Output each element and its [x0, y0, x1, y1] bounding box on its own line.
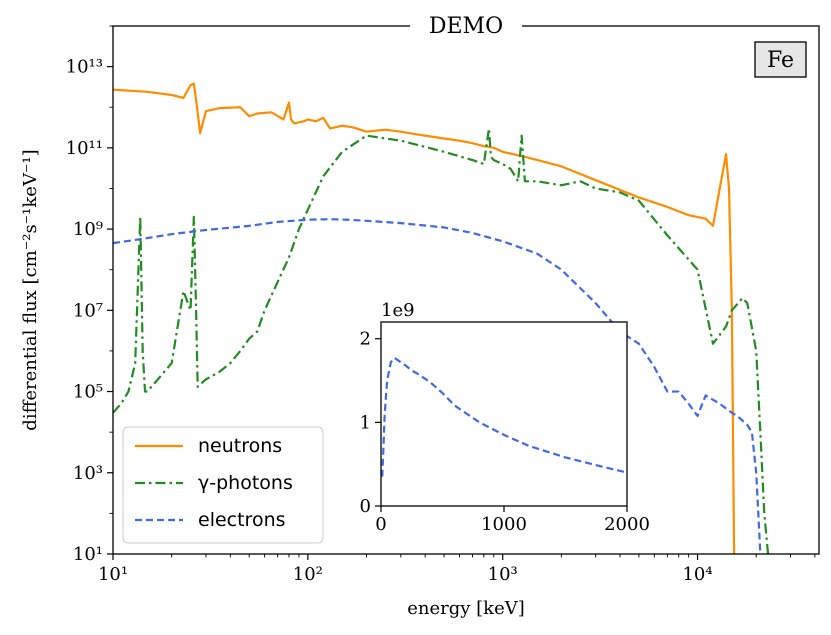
inset-y-tick-label: 0: [360, 496, 371, 517]
legend-box: [122, 426, 324, 544]
y-tick-label: 10⁵: [73, 382, 103, 403]
inset-y-tick-label: 1: [360, 412, 371, 433]
inset-offset-label: 1e9: [381, 300, 415, 321]
inset-series-line-0: [381, 356, 627, 477]
y-tick-label: 10³: [73, 463, 103, 484]
inset-background: [381, 322, 627, 506]
title-background: [410, 14, 522, 38]
main-axes: 10¹ 10² 10³ 10⁴ 10¹ 10³ 10⁵ 10⁷ 10⁹ 10¹¹ 10¹³ DEMO…: [20, 14, 820, 619]
x-tick-label: 10⁴: [682, 564, 712, 585]
inset-y-tick-label: 2: [360, 329, 371, 350]
series-line-2: [113, 218, 762, 554]
element-badge: [754, 41, 807, 78]
element-badge-label: Fe: [767, 48, 794, 73]
x-tick-label: 10¹: [98, 564, 128, 585]
inset-plot-series: [381, 356, 627, 477]
main-plot-series: [113, 82, 770, 554]
series-line-1: [113, 127, 770, 554]
y-tick-label: 10⁷: [73, 300, 103, 321]
legend-label-electrons: electrons: [198, 509, 286, 531]
legend-label-neutrons: neutrons: [198, 435, 282, 457]
legend: neutrons γ-photons electrons: [122, 426, 324, 544]
y-axis-label: differential flux [cm⁻²s⁻¹keV⁻¹]: [20, 149, 41, 430]
x-axis-label: energy [keV]: [407, 598, 525, 619]
y-tick-label: 10⁹: [73, 219, 103, 240]
inset-axes: 0 1000 2000 0 1 2 1e9: [360, 300, 650, 535]
inset-x-tick-label: 2000: [604, 514, 650, 535]
legend-label-photons: γ-photons: [198, 472, 293, 494]
inset-x-tick-label: 1000: [481, 514, 527, 535]
y-tick-label: 10¹³: [66, 57, 103, 78]
chart-title: DEMO: [429, 14, 503, 39]
inset-x-tick-label: 0: [375, 514, 386, 535]
main-ticks: 10¹ 10² 10³ 10⁴ 10¹ 10³ 10⁵ 10⁷ 10⁹ 10¹¹ 10¹³: [66, 25, 816, 585]
y-tick-label: 10¹¹: [66, 138, 103, 159]
series-line-0: [113, 82, 736, 554]
x-tick-label: 10²: [293, 564, 323, 585]
x-tick-label: 10³: [488, 564, 518, 585]
inset-ticks: 0 1000 2000 0 1 2: [360, 329, 650, 535]
y-tick-label: 10¹: [73, 544, 103, 565]
